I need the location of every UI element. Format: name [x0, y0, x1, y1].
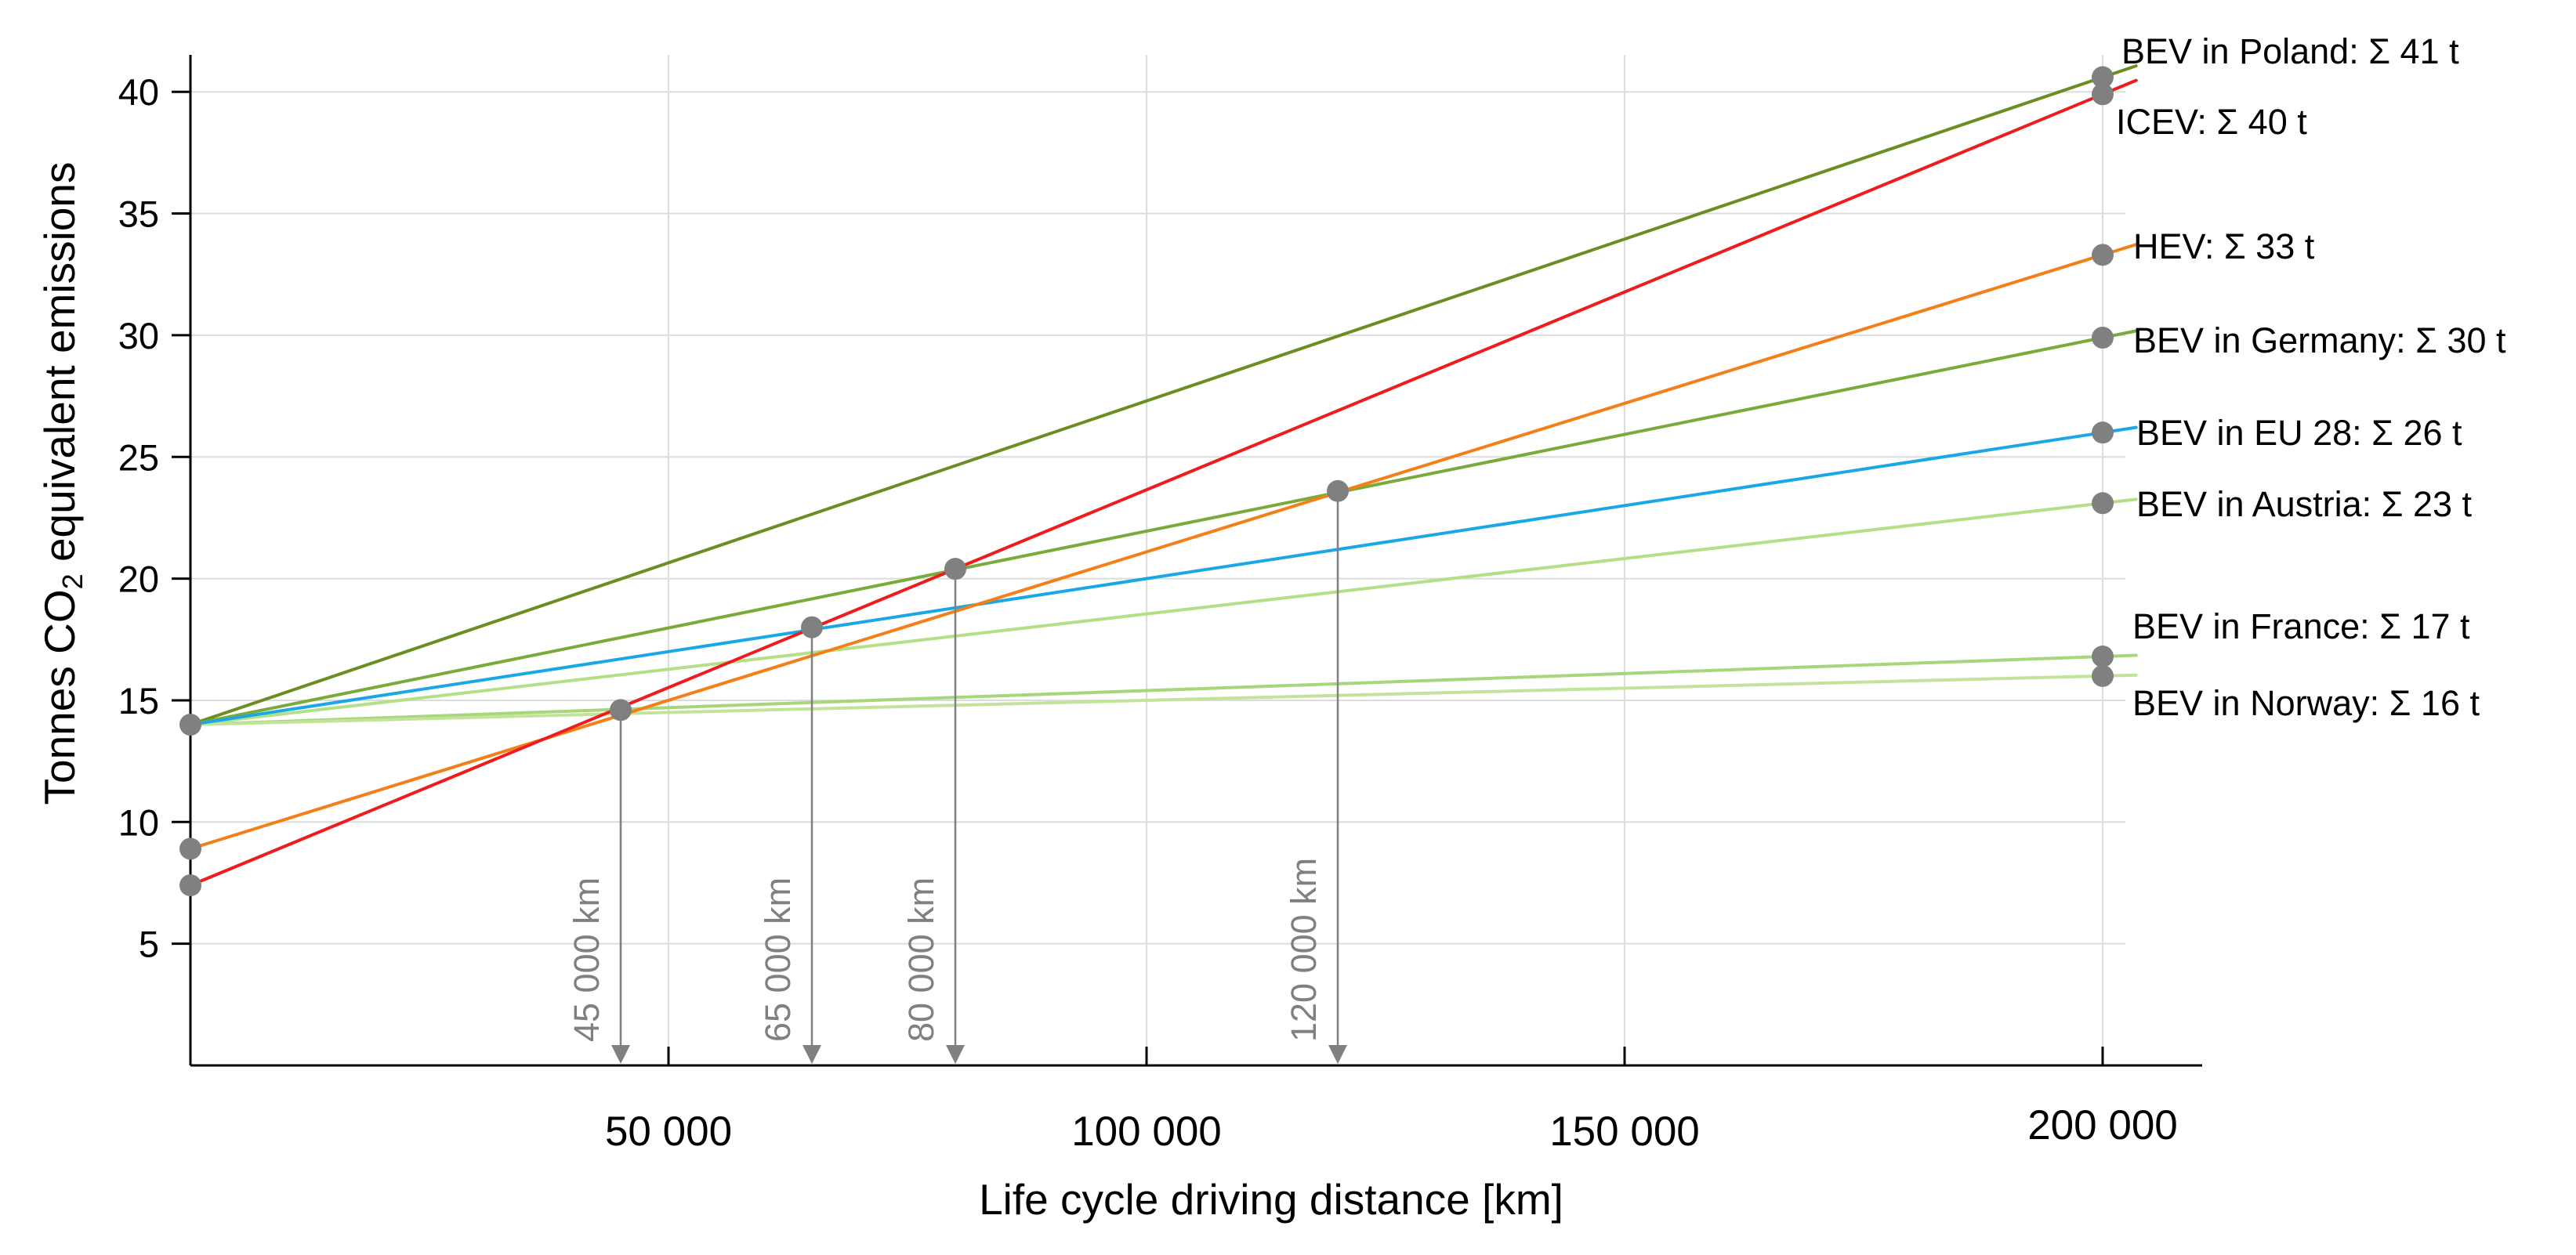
- end-marker: [2092, 244, 2114, 266]
- series-label-bev-in-norway: BEV in Norway: Σ 16 t: [2132, 683, 2480, 723]
- break-even-arrowhead: [611, 1045, 630, 1064]
- y-tick-label: 25: [118, 436, 159, 478]
- grid: [190, 55, 2125, 1065]
- start-marker: [179, 874, 201, 897]
- break-even-marker: [610, 699, 632, 722]
- break-even-label: 120 000 km: [1284, 858, 1324, 1042]
- x-tick-label: 150 000: [1549, 1109, 1700, 1155]
- break-even-arrowhead: [803, 1045, 821, 1064]
- axes: 5 10 15 20 25 30 35 40 50 000 100 000 150 000 200 0…: [118, 55, 2202, 1155]
- break-even-label: 80 000 km: [901, 877, 941, 1042]
- y-axis-title-subscript: 2: [56, 573, 89, 589]
- labels: 45 000 km 65 000 km 80 000 km 120 000 km BEV…: [567, 31, 2506, 1042]
- series-line-bev-in-poland: [189, 64, 2138, 727]
- y-tick-label: 20: [118, 559, 159, 600]
- series-label-bev-in-poland: BEV in Poland: Σ 41 t: [2121, 31, 2459, 71]
- break-even-marker: [801, 616, 823, 638]
- series-line-icev: [189, 78, 2138, 888]
- point-markers: [179, 66, 2114, 897]
- y-tick-label: 30: [118, 315, 159, 356]
- end-marker: [2092, 66, 2114, 89]
- y-tick-label: 5: [139, 924, 159, 965]
- series-label-bev-in-germany: BEV in Germany: Σ 30 t: [2133, 320, 2506, 360]
- y-tick-label: 10: [118, 801, 159, 843]
- end-marker: [2092, 83, 2114, 106]
- break-even-marker: [944, 558, 966, 580]
- y-axis-title: Tonnes CO2 equivalent emissions: [35, 161, 89, 805]
- series-label-bev-in-eu-28: BEV in EU 28: Σ 26 t: [2136, 413, 2462, 453]
- series-line-hev: [189, 243, 2138, 851]
- start-marker: [179, 837, 201, 860]
- break-even-label: 65 000 km: [758, 877, 798, 1042]
- series-label-hev: HEV: Σ 33 t: [2133, 226, 2315, 266]
- series-label-bev-in-france: BEV in France: Σ 17 t: [2132, 606, 2470, 646]
- y-axis-title-suffix: equivalent emissions: [35, 161, 84, 573]
- break-even-arrowhead: [1328, 1045, 1347, 1064]
- break-even-arrows: [611, 490, 1347, 1064]
- series-label-bev-in-austria: BEV in Austria: Σ 23 t: [2136, 484, 2473, 524]
- x-axis-title: Life cycle driving distance [km]: [979, 1175, 1563, 1224]
- x-tick-label: 50 000: [605, 1109, 732, 1155]
- x-tick-label: 100 000: [1071, 1109, 1222, 1155]
- break-even-marker: [1327, 479, 1349, 502]
- end-marker: [2092, 421, 2114, 444]
- start-marker: [179, 714, 201, 736]
- y-tick-label: 15: [118, 680, 159, 722]
- y-tick-label: 40: [118, 71, 159, 113]
- y-tick-label: 35: [118, 193, 159, 235]
- series-lines: [189, 64, 2138, 888]
- series-line-bev-in-norway: [189, 673, 2138, 727]
- end-marker: [2092, 327, 2114, 349]
- break-even-arrowhead: [946, 1045, 965, 1064]
- series-line-bev-in-austria: [189, 497, 2138, 727]
- series-label-icev: ICEV: Σ 40 t: [2116, 102, 2307, 142]
- y-axis-title-prefix: Tonnes CO: [35, 589, 84, 805]
- break-even-label: 45 000 km: [567, 877, 607, 1042]
- end-marker: [2092, 492, 2114, 515]
- series-line-bev-in-france: [189, 653, 2138, 727]
- end-marker: [2092, 664, 2114, 687]
- end-marker: [2092, 646, 2114, 668]
- x-tick-label: 200 000: [2027, 1102, 2178, 1148]
- series-line-bev-in-germany: [189, 329, 2138, 727]
- series-line-bev-in-eu-28: [189, 425, 2138, 727]
